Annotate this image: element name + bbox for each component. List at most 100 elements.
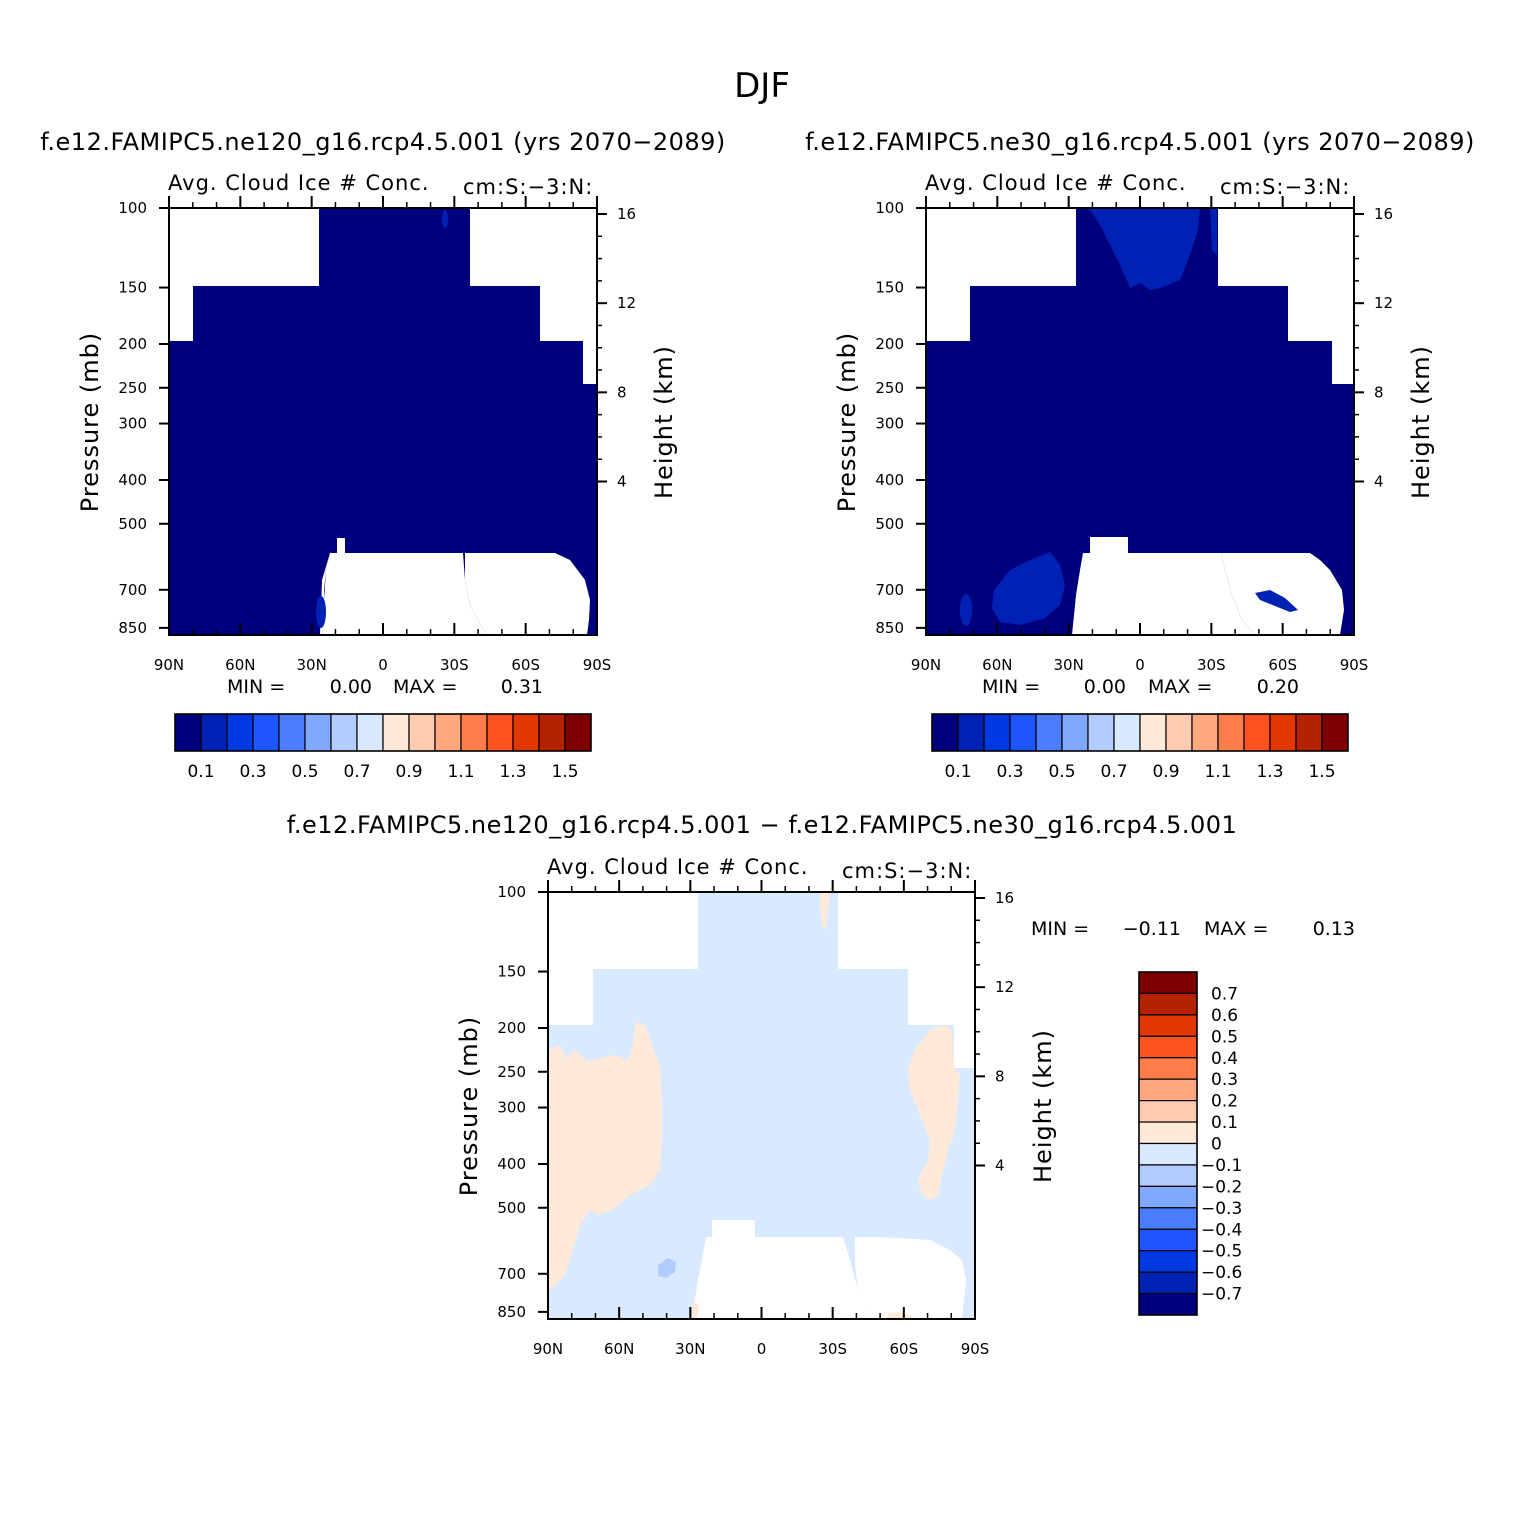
y2-tick-label: 16: [1374, 205, 1393, 223]
colorbar-label: −0.4: [1201, 1220, 1242, 1240]
y-tick-label: 150: [875, 279, 904, 297]
x-tick-label: 30S: [1197, 656, 1226, 674]
colorbar-label: 1.5: [551, 762, 578, 782]
min-value: 0.00: [330, 676, 372, 698]
contour-fill-neg0.1-0: [548, 892, 975, 1319]
y2-axis-label: Height (km): [1029, 1029, 1057, 1183]
colorbar-swatch: [330, 713, 358, 752]
y-tick-label: 850: [875, 619, 904, 637]
colorbar-label: 0.7: [1100, 762, 1127, 782]
plot-left-title: Avg. Cloud Ice # Conc.: [925, 171, 1187, 195]
colorbar-swatch: [983, 713, 1011, 752]
x-tick-label: 90N: [154, 656, 184, 674]
colorbar-swatch: [1295, 713, 1323, 752]
colorbar-swatch: [1217, 713, 1245, 752]
figure-title: DJF: [734, 66, 790, 106]
x-tick-label: 60N: [225, 656, 255, 674]
colorbar-label: 1.5: [1308, 762, 1335, 782]
colorbar-swatch: [1321, 713, 1349, 752]
contour-0.1-0.2-blob: [442, 210, 448, 228]
y-tick-label: 850: [118, 619, 147, 637]
max-value: 0.31: [501, 676, 543, 698]
x-tick-label: 0: [378, 656, 388, 674]
colorbar-swatch: [1087, 713, 1115, 752]
colorbar-swatch: [460, 713, 488, 752]
colorbar-label: 1.3: [499, 762, 526, 782]
y-tick-label: 150: [118, 279, 147, 297]
colorbar-frame: [931, 713, 1349, 752]
colorbar-label: 0.2: [1211, 1092, 1238, 1112]
contour-empty-lower: [322, 538, 486, 635]
contour-fill-0-0.1: [548, 1022, 662, 1290]
colorbar-swatch: [1138, 1185, 1198, 1209]
colorbar-frame: [174, 713, 592, 752]
colorbar-label: −0.1: [1201, 1156, 1242, 1176]
y2-axis-label: Height (km): [650, 345, 678, 499]
y2-tick-label: 4: [617, 473, 627, 491]
contour-empty-lower: [1072, 537, 1255, 635]
colorbar-swatch: [1113, 713, 1141, 752]
contour-fill-lt0.1: [926, 208, 1354, 635]
contour-0.1-0.2-region: [1080, 208, 1200, 290]
x-tick-label: 90N: [533, 1340, 563, 1358]
plot-right-title: cm:S:−3:N:: [842, 859, 972, 883]
colorbar-swatch: [1138, 1078, 1198, 1102]
x-tick-label: 60S: [1268, 656, 1297, 674]
max-value: 0.13: [1313, 918, 1355, 940]
min-value: 0.00: [1084, 676, 1126, 698]
y-tick-label: 500: [875, 515, 904, 533]
y-tick-label: 400: [875, 471, 904, 489]
colorbar-swatch: [957, 713, 985, 752]
contour-0.1-0.2-region: [992, 552, 1065, 625]
y2-tick-label: 8: [617, 383, 627, 401]
max-label: MAX =: [393, 676, 457, 698]
colorbar-label: 0: [1211, 1135, 1222, 1155]
y-tick-label: 850: [497, 1303, 526, 1321]
x-tick-label: 90S: [583, 656, 612, 674]
colorbar-swatch: [252, 713, 280, 752]
colorbar-swatch: [486, 713, 514, 752]
colorbar-label: 0.3: [1211, 1070, 1238, 1090]
colorbar-swatch: [278, 713, 306, 752]
contour-0.1-0.2-blob: [960, 594, 972, 626]
max-value: 0.20: [1257, 676, 1299, 698]
contour-0.1-0.2-blob: [316, 596, 326, 628]
plot-left-title: Avg. Cloud Ice # Conc.: [168, 171, 430, 195]
colorbar-swatch: [1138, 1035, 1198, 1059]
y-tick-label: 700: [875, 581, 904, 599]
colorbar-swatch: [1269, 713, 1297, 752]
y-tick-label: 300: [875, 415, 904, 433]
x-tick-label: 60S: [890, 1340, 919, 1358]
colorbar-label: 0.9: [1152, 762, 1179, 782]
colorbar-label: 0.1: [187, 762, 214, 782]
colorbar-swatch: [538, 713, 566, 752]
colorbar-swatch: [1138, 1057, 1198, 1080]
colorbar-frame: [1138, 971, 1198, 1316]
panel-ne120: f.e12.FAMIPC5.ne120_g16.rcp4.5.001 (yrs …: [40, 128, 725, 782]
colorbar-label: 0.1: [1211, 1113, 1238, 1133]
min-label: MIN =: [982, 676, 1040, 698]
colorbar-swatch: [1138, 992, 1198, 1016]
colorbar-swatch: [382, 713, 410, 752]
colorbar-label: −0.3: [1201, 1199, 1242, 1219]
colorbar-swatch: [1138, 1228, 1198, 1252]
y-axis-label: Pressure (mb): [455, 1016, 483, 1196]
contour-fill-0-0.1: [888, 1312, 912, 1319]
colorbar-label: 0.5: [1048, 762, 1075, 782]
colorbar: 0.1 0.3 0.5 0.7 0.9 1.1 1.3 1.5: [174, 713, 592, 782]
x-tick-label: 0: [1135, 656, 1145, 674]
y-tick-label: 400: [118, 471, 147, 489]
contour-fill-neg0.3-neg0.2: [658, 1258, 676, 1278]
colorbar-label: −0.5: [1201, 1242, 1242, 1262]
x-tick-label: 60N: [982, 656, 1012, 674]
x-tick-label: 90S: [961, 1340, 990, 1358]
panel-ne30: f.e12.FAMIPC5.ne30_g16.rcp4.5.001 (yrs 2…: [805, 128, 1474, 782]
colorbar-swatch: [1165, 713, 1193, 752]
x-tick-label: 30N: [1054, 656, 1084, 674]
y-tick-label: 300: [118, 415, 147, 433]
y2-tick-label: 12: [995, 978, 1014, 996]
y-tick-label: 250: [875, 379, 904, 397]
y-tick-label: 500: [118, 515, 147, 533]
y-tick-label: 200: [875, 335, 904, 353]
y-tick-label: 500: [497, 1199, 526, 1217]
